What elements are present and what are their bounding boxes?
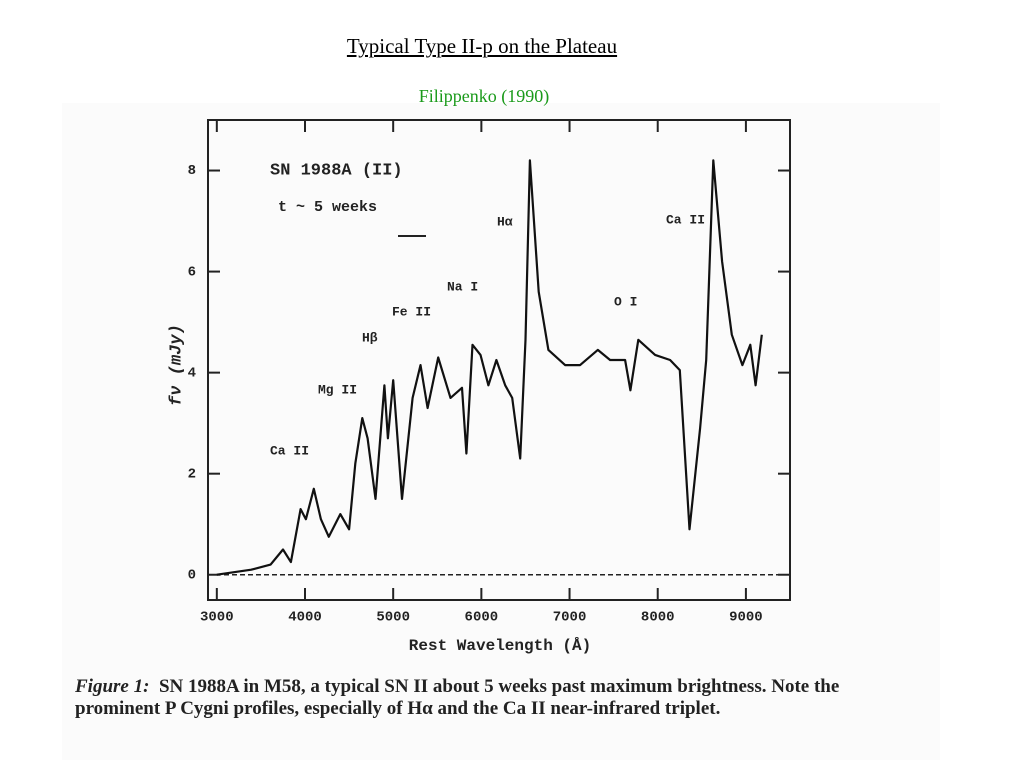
x-tick-label: 5000 <box>376 610 410 626</box>
annotation: t ~ 5 weeks <box>278 199 377 216</box>
x-axis-label: Rest Wavelength (Å) <box>409 636 591 655</box>
line-label: Ca II <box>666 212 705 227</box>
line-label: Mg II <box>318 382 357 397</box>
caption-text: SN 1988A in M58, a typical SN II about 5… <box>75 676 840 719</box>
source: Filippenko (1990) <box>418 86 550 106</box>
y-tick-label: 8 <box>188 163 196 179</box>
caption: Figure 1: SN 1988A in M58, a typical SN … <box>75 676 895 720</box>
line-label: Hα <box>497 214 513 229</box>
line-label: Hβ <box>362 330 378 345</box>
line-label: O I <box>614 294 637 309</box>
slide-title: Typical Type II-p on the Plateau <box>346 34 618 58</box>
plot-frame <box>207 119 791 601</box>
line-label: Na I <box>447 279 478 294</box>
y-tick-label: 6 <box>188 264 196 280</box>
x-tick-label: 8000 <box>641 610 675 626</box>
x-tick-label: 7000 <box>553 610 587 626</box>
y-tick-label: 0 <box>188 567 196 583</box>
y-tick-label: 4 <box>188 365 196 381</box>
spectrum-line <box>216 159 763 576</box>
y-axis-label: fν (mJy) <box>167 324 186 406</box>
caption-label: Figure 1: <box>75 676 150 697</box>
x-tick-label: 4000 <box>288 610 322 626</box>
x-tick-label: 6000 <box>465 610 499 626</box>
line-label: Fe II <box>392 304 431 319</box>
x-tick-label: 3000 <box>200 610 234 626</box>
annotation-title: SN 1988A (II) <box>270 161 403 180</box>
x-tick-label: 9000 <box>729 610 763 626</box>
line-label: Ca II <box>270 443 309 458</box>
y-tick-label: 2 <box>188 466 196 482</box>
